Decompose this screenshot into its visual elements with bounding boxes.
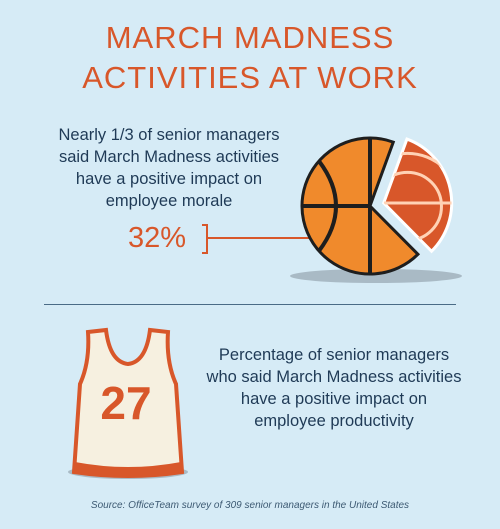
- productivity-text-line: who said March Madness activities: [206, 368, 462, 386]
- jersey-icon: [68, 327, 188, 479]
- morale-text-line: Nearly 1/3 of senior managers: [58, 126, 280, 144]
- morale-text-line: employee morale: [105, 192, 233, 210]
- basketball-pie-chart: [290, 136, 462, 283]
- morale-leader-line: [208, 237, 368, 239]
- section-divider: [44, 304, 456, 305]
- title-line-2: ACTIVITIES AT WORK: [82, 60, 418, 95]
- productivity-text-line: have a positive impact on: [240, 390, 428, 408]
- ball-percent-slice: [381, 137, 454, 254]
- source-note: Source: OfficeTeam survey of 309 senior …: [90, 500, 410, 511]
- morale-stat-text: Nearly 1/3 of senior managers said March…: [24, 124, 314, 212]
- jersey-number-label: 27: [100, 377, 152, 429]
- page-title: MARCH MADNESS ACTIVITIES AT WORK: [0, 18, 500, 98]
- productivity-text-line: Percentage of senior managers: [218, 346, 450, 364]
- ball-shadow: [290, 269, 462, 283]
- morale-text-line: said March Madness activities: [58, 148, 280, 166]
- productivity-text-line: employee productivity: [254, 412, 414, 430]
- morale-percent-label: 32%: [128, 222, 187, 254]
- morale-bracket: [202, 224, 208, 254]
- morale-text-line: have a positive impact on: [75, 170, 263, 188]
- title-line-1: MARCH MADNESS: [105, 20, 395, 55]
- productivity-stat-text: Percentage of senior managers who said M…: [196, 344, 472, 432]
